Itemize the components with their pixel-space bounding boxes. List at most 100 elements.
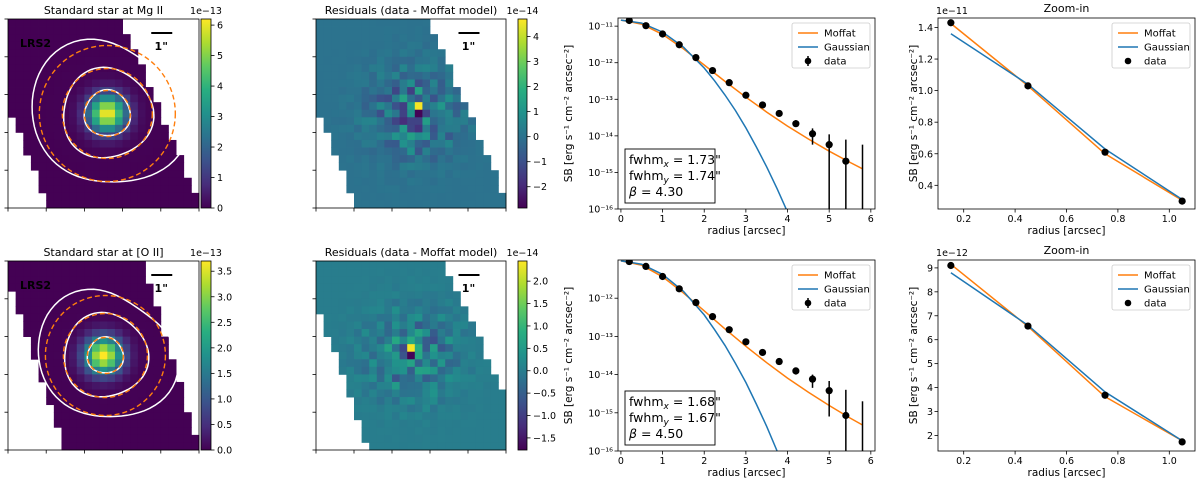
pixel — [346, 41, 355, 50]
pixel — [490, 170, 499, 179]
colorbar-offset: 1e−14 — [507, 248, 539, 259]
pixel — [61, 200, 70, 209]
pixel — [422, 49, 431, 58]
pixel — [69, 192, 78, 201]
pixel — [15, 56, 24, 65]
pixel — [399, 41, 408, 50]
pixel — [331, 329, 340, 337]
pixel — [498, 419, 507, 428]
pixel — [399, 442, 408, 451]
pixel — [114, 283, 123, 292]
pixel — [338, 359, 347, 368]
pixel — [452, 155, 461, 164]
pixel — [376, 351, 385, 360]
pixel — [384, 192, 393, 201]
pixel — [84, 64, 93, 73]
pixel — [15, 298, 24, 307]
param-subscript: y — [663, 176, 670, 186]
series-gaussian-line — [950, 33, 1183, 201]
pixel — [122, 374, 131, 383]
pixel — [15, 87, 24, 95]
pixel — [130, 351, 139, 360]
pixel — [445, 170, 454, 179]
pixel — [338, 109, 347, 118]
pixel — [38, 344, 47, 353]
pixel — [392, 366, 400, 375]
pixel — [53, 276, 62, 285]
pixel — [114, 64, 123, 73]
pixel — [392, 276, 400, 285]
pixel — [38, 313, 47, 322]
pixel — [137, 124, 146, 133]
pixel — [130, 109, 139, 118]
pixel — [354, 94, 362, 103]
pixel — [107, 49, 116, 58]
x-tick-label: 0.6 — [1059, 214, 1074, 225]
pixel — [130, 170, 139, 179]
pixel — [69, 283, 78, 292]
pixel — [361, 261, 370, 269]
pixel — [76, 321, 85, 330]
pixel — [145, 170, 154, 179]
pixel — [475, 397, 484, 406]
pixel — [176, 200, 185, 209]
pixel — [460, 124, 469, 133]
pixel — [323, 321, 332, 330]
pixel — [99, 404, 108, 413]
pixel — [384, 19, 393, 27]
pixel — [430, 276, 438, 285]
panel-res-2: Residuals (data - Moffat model)1"−1.5−1.… — [312, 246, 556, 454]
pixel — [452, 419, 461, 428]
pixel — [99, 170, 108, 179]
pixel — [8, 79, 17, 88]
pixel — [176, 397, 185, 406]
pixel — [384, 71, 393, 80]
pixel — [107, 397, 116, 406]
pixel — [145, 313, 154, 322]
pixel — [407, 19, 416, 27]
pixel — [354, 19, 362, 27]
pixel — [61, 155, 70, 164]
pixel — [483, 162, 492, 171]
colorbar-tick-label: 2.0 — [217, 343, 232, 354]
pixel — [92, 49, 101, 58]
pixel — [53, 170, 62, 179]
pixel — [168, 162, 177, 171]
pixel — [84, 336, 93, 345]
pixel — [92, 26, 101, 35]
pixel — [145, 434, 154, 443]
pixel — [30, 351, 39, 360]
pixel — [407, 261, 416, 269]
pixel — [460, 397, 469, 406]
pixel — [354, 283, 362, 292]
pixel — [130, 397, 139, 406]
data-point — [842, 157, 850, 165]
pixel — [407, 177, 416, 186]
pixel — [384, 117, 393, 126]
pixel — [376, 291, 385, 300]
pixel — [84, 94, 93, 103]
colorbar-tick-label: 1 — [533, 107, 539, 118]
pixel — [346, 336, 355, 345]
pixel — [153, 359, 162, 368]
pixel — [490, 177, 499, 186]
pixel — [460, 192, 469, 201]
pixel — [392, 434, 400, 443]
pixel — [23, 49, 32, 58]
pixel — [354, 56, 362, 65]
pixel — [69, 34, 78, 43]
series-moffat-line — [950, 263, 1183, 442]
pixel — [30, 147, 39, 156]
pixel — [483, 155, 492, 164]
pixel — [130, 321, 139, 330]
pixel — [114, 268, 123, 277]
pixel — [76, 49, 85, 58]
pixel — [183, 427, 192, 436]
pixel — [160, 381, 169, 390]
pixel — [76, 359, 85, 368]
pixel — [99, 71, 108, 80]
pixel — [430, 155, 438, 164]
pixel — [76, 102, 85, 111]
